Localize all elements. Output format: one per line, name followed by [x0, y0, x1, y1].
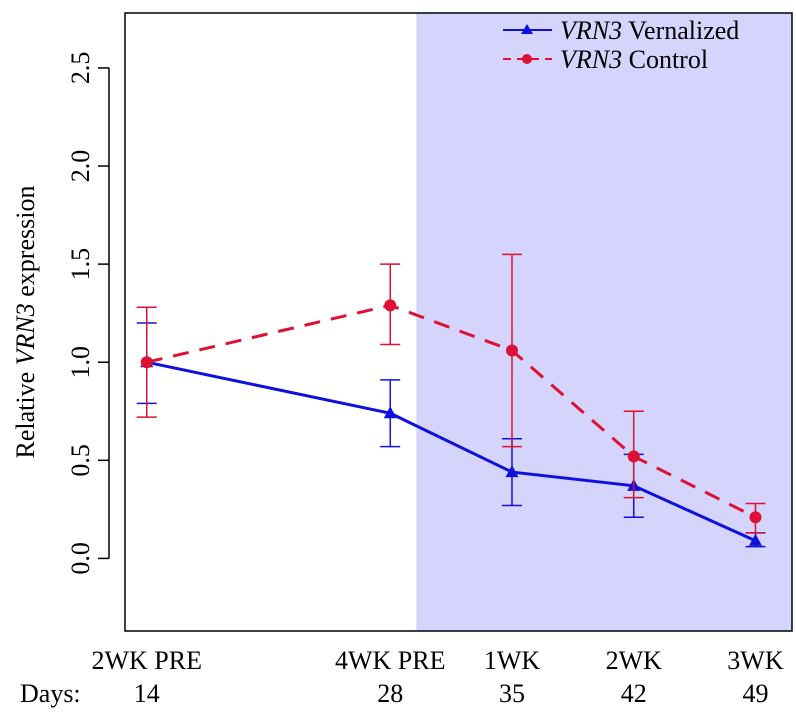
legend-entry-vernalized: VRN3 Vernalized — [503, 16, 739, 45]
x-tick-label: 2WK — [606, 646, 663, 675]
series-control — [136, 253, 766, 534]
legend-label-vernalized: VRN3 Vernalized — [560, 16, 739, 45]
y-axis: 0.0 0.5 1.0 1.5 2.0 2.5 — [66, 52, 110, 575]
x-tick-label: 2WK PRE — [91, 646, 202, 675]
x-tick-label: 3WK — [727, 646, 784, 675]
day-label: 14 — [134, 679, 160, 708]
legend-marker-vernalized — [521, 24, 533, 34]
day-label: 35 — [499, 679, 525, 708]
y-tick-label: 2.0 — [66, 150, 95, 183]
legend-marker-control — [522, 54, 532, 64]
x-axis: 2WK PRE 14 4WK PRE 28 1WK 35 2WK 42 3WK 49 — [91, 646, 783, 708]
y-tick-label: 2.5 — [66, 52, 95, 85]
day-label: 28 — [377, 679, 403, 708]
day-label: 42 — [621, 679, 647, 708]
data-point-control — [384, 299, 397, 312]
x-tick-label: 1WK — [484, 646, 541, 675]
data-point-vernalized — [383, 406, 397, 419]
data-point-control — [627, 450, 640, 463]
legend-label-control: VRN3 Control — [560, 45, 708, 74]
data-point-vernalized — [748, 533, 762, 546]
y-axis-label: Relative VRN3 expression — [11, 186, 40, 459]
y-tick-label: 1.0 — [66, 346, 95, 379]
legend: VRN3 Vernalized VRN3 Control — [503, 16, 739, 74]
y-tick-label: 0.0 — [66, 542, 95, 575]
shaded-region — [416, 13, 792, 631]
days-label: Days: — [20, 679, 81, 708]
data-point-control — [749, 511, 762, 524]
plot-frame — [124, 12, 793, 632]
y-tick-label: 0.5 — [66, 444, 95, 477]
day-label: 49 — [742, 679, 768, 708]
y-tick-label: 1.5 — [66, 248, 95, 281]
data-point-control — [505, 344, 518, 357]
legend-entry-control: VRN3 Control — [503, 45, 708, 74]
data-point-control — [140, 356, 153, 369]
x-tick-label: 4WK PRE — [335, 646, 446, 675]
data-point-vernalized — [505, 465, 519, 478]
